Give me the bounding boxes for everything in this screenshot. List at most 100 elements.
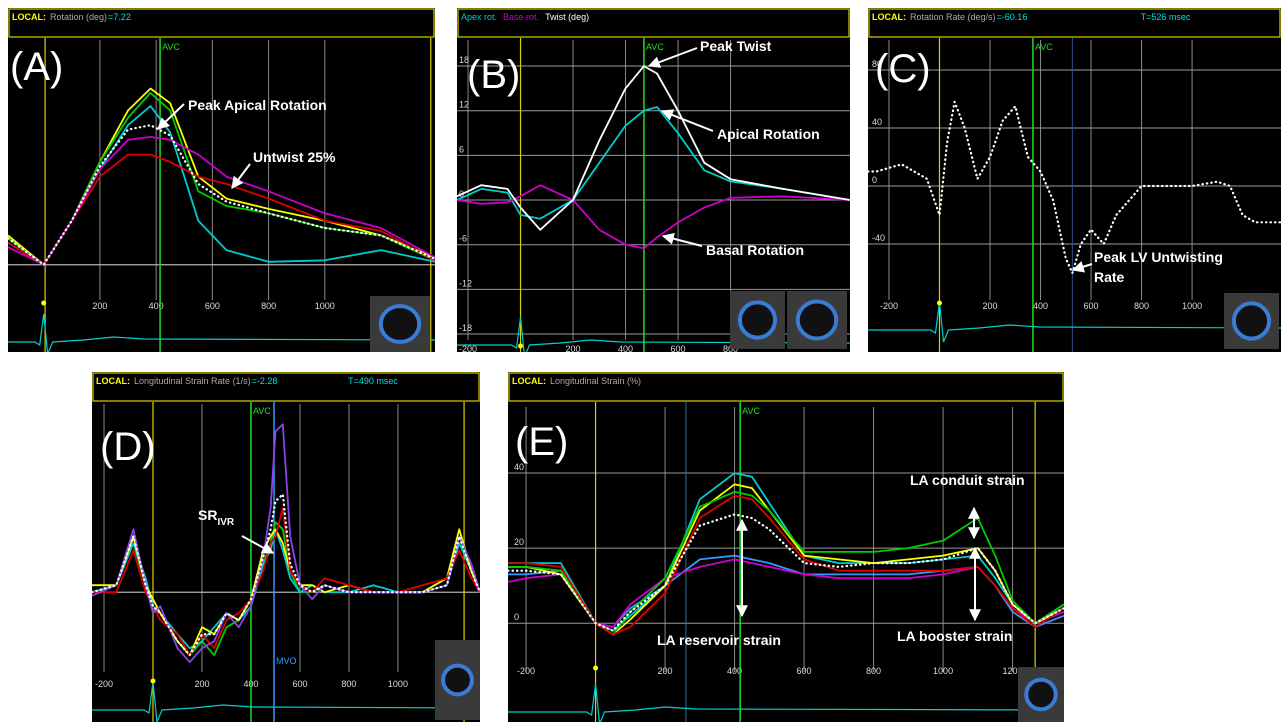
panel: -2002004006008001000AVCMVOLOCAL:Longitud… (92, 372, 480, 722)
y-tick-label: 0 (514, 612, 519, 622)
y-tick-label: 0 (872, 175, 877, 185)
echo-ring (798, 301, 836, 338)
event-label: AVC (742, 406, 760, 416)
x-tick-label: 800 (341, 679, 356, 689)
x-tick-label: 600 (671, 344, 686, 354)
annotation-text: LA booster strain (897, 628, 1012, 644)
annotation: LA conduit strain (910, 472, 1025, 488)
annotation-text: SR (198, 507, 217, 523)
annotation: LA booster strain (897, 628, 1012, 644)
legend-entry: Apex rot. (461, 12, 497, 22)
legend-entry: Twist (deg) (545, 12, 589, 22)
x-tick-label: 800 (866, 666, 881, 676)
annotation-box: Peak LV Untwisting Rate (1094, 247, 1234, 291)
x-tick-label: 400 (1033, 301, 1048, 311)
header-text: Apex rot. Base rot. Twist (deg) (461, 12, 589, 22)
x-tick-label: 1000 (1182, 301, 1202, 311)
annotation-text: LA reservoir strain (657, 632, 781, 648)
annotation-text: Peak Apical Rotation (188, 97, 327, 113)
x-tick-label: -200 (880, 301, 898, 311)
x-tick-label: 200 (566, 344, 581, 354)
echo-ring (1026, 680, 1055, 709)
header-label: Longitudinal Strain Rate (1/s) (134, 376, 251, 386)
annotation-subscript: IVR (217, 517, 234, 528)
r-wave-dot (937, 301, 942, 306)
header-label: Longitudinal Strain (%) (550, 376, 641, 386)
y-tick-label: 20 (514, 537, 524, 547)
echo-ring (381, 306, 419, 342)
annotation: Peak Apical Rotation (188, 97, 327, 113)
y-tick-label: -18 (459, 323, 472, 333)
panel-label: (D) (100, 425, 156, 469)
x-tick-label: 400 (149, 301, 164, 311)
x-tick-label: -200 (95, 679, 113, 689)
header-text: LOCAL: Rotation Rate (deg/s)=-60.16 (872, 12, 1027, 22)
annotation: Basal Rotation (706, 242, 804, 258)
x-tick-label: 600 (797, 666, 812, 676)
header-label: Rotation (deg) (50, 12, 107, 22)
r-wave-dot (150, 679, 155, 684)
r-wave-dot (41, 301, 46, 306)
panel-label: (E) (515, 420, 568, 464)
annotation: LA reservoir strain (657, 632, 781, 648)
header-text: LOCAL: Longitudinal Strain (%) (512, 376, 641, 386)
y-tick-label: 12 (459, 100, 469, 110)
header-prefix: LOCAL: (96, 376, 130, 386)
y-tick-label: 40 (872, 117, 882, 127)
echo-ring (1234, 303, 1269, 338)
event-label: AVC (253, 406, 271, 416)
y-tick-label: -6 (459, 234, 467, 244)
x-tick-label: 400 (618, 344, 633, 354)
header-text: LOCAL: Longitudinal Strain Rate (1/s)=-2.… (96, 376, 277, 386)
x-tick-label: 200 (194, 679, 209, 689)
panel: 200 400 600 800 1000 AVC LOCAL: Rotation (deg)=… (8, 8, 435, 354)
annotation: Untwist 25% (253, 149, 336, 165)
header-readout: =-2.28 (252, 376, 278, 386)
annotation-text: LA conduit strain (910, 472, 1025, 488)
x-tick-label: 1000 (933, 666, 953, 676)
event-label: MVO (276, 656, 297, 666)
echo-ring (443, 666, 472, 695)
header-readout: =-60.16 (997, 12, 1028, 22)
event-label: AVC (162, 42, 180, 52)
header-readout: =7.22 (108, 12, 131, 22)
x-tick-label: 1000 (388, 679, 408, 689)
event-label: AVC (1035, 42, 1053, 52)
annotation-text: Peak Twist (700, 38, 772, 54)
annotation: Peak LV Untwisting Rate (1094, 247, 1234, 287)
panel-label: (A) (10, 45, 63, 89)
y-tick-label: -12 (459, 278, 472, 288)
header-prefix: LOCAL: (12, 12, 46, 22)
header-prefix: LOCAL: (872, 12, 906, 22)
header-time: T=490 msec (348, 376, 398, 386)
annotation-text: Basal Rotation (706, 242, 804, 258)
header-label: Rotation Rate (deg/s) (910, 12, 996, 22)
panel: -2002004006008001000-4004080AVCLOCAL:Rot… (868, 8, 1281, 352)
x-tick-label: 200 (982, 301, 997, 311)
x-tick-label: 800 (1134, 301, 1149, 311)
x-tick-label: -200 (517, 666, 535, 676)
x-tick-label: 600 (1084, 301, 1099, 311)
panel-label: (C) (875, 47, 931, 91)
r-wave-dot (593, 666, 598, 671)
r-wave-dot (518, 344, 523, 349)
event-label: AVC (646, 42, 664, 52)
annotation-text: Untwist 25% (253, 149, 336, 165)
y-tick-label: -40 (872, 233, 885, 243)
x-tick-label: 1000 (315, 301, 335, 311)
x-tick-label: 600 (205, 301, 220, 311)
x-tick-label: 800 (261, 301, 276, 311)
echo-ring (740, 302, 775, 337)
x-tick-label: 200 (92, 301, 107, 311)
x-tick-label: 600 (292, 679, 307, 689)
header-text: LOCAL: Rotation (deg)=7.22 (12, 12, 131, 22)
annotation: Peak Twist (700, 38, 772, 54)
header-time: T=526 msec (1141, 12, 1191, 22)
panel-label: (B) (467, 53, 520, 97)
header-prefix: LOCAL: (512, 376, 546, 386)
x-tick-label: 200 (658, 666, 673, 676)
y-tick-label: 6 (459, 144, 464, 154)
legend-entry: Base rot. (503, 12, 539, 22)
